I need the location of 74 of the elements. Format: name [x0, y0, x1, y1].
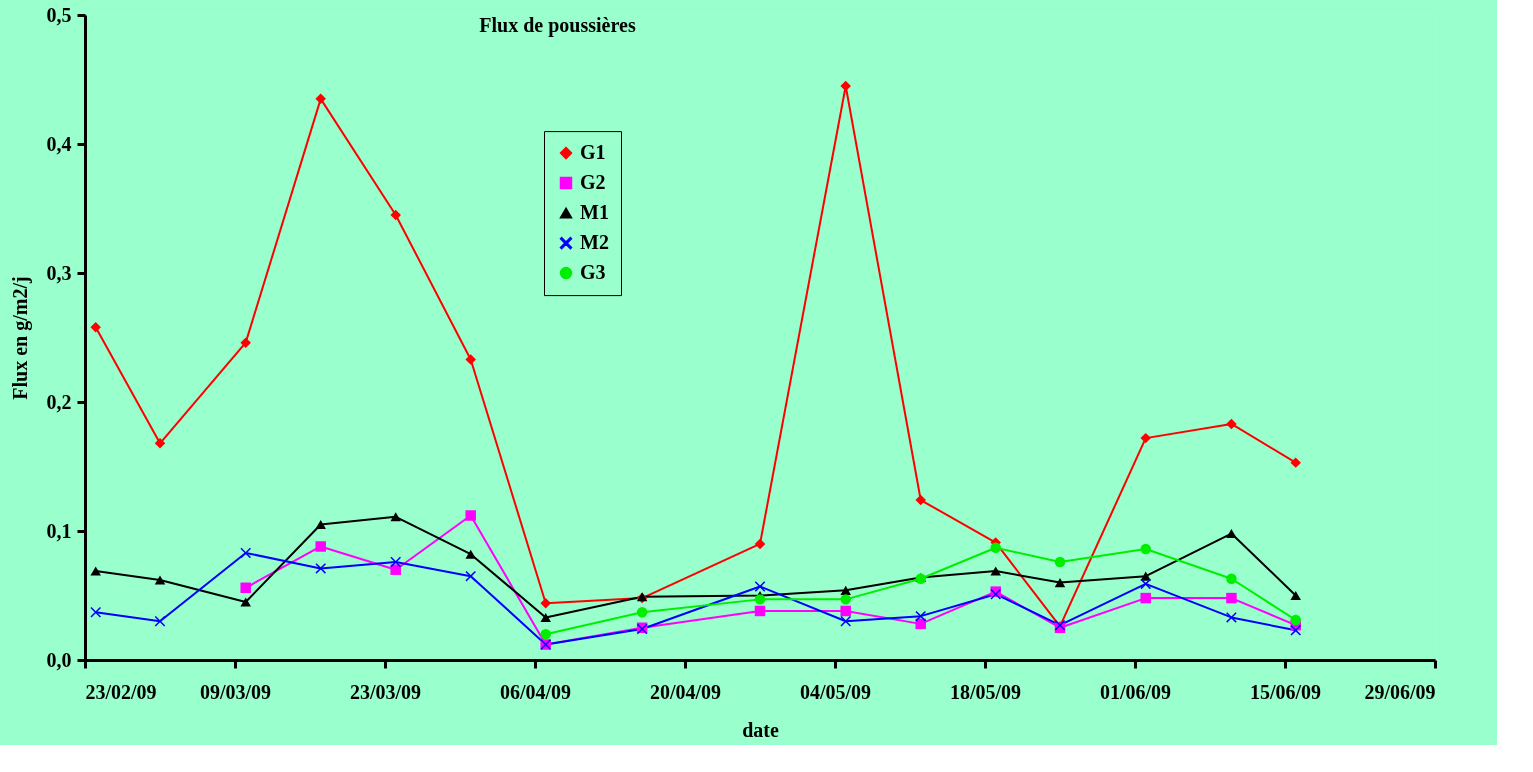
- point: [240, 337, 251, 348]
- point: [390, 556, 401, 568]
- point: [540, 612, 551, 622]
- point: [154, 616, 166, 627]
- point: [315, 563, 326, 574]
- point: [465, 510, 476, 521]
- point: [154, 575, 166, 585]
- point: [1054, 578, 1066, 588]
- point: [1226, 612, 1237, 623]
- point: [1054, 556, 1066, 568]
- x-tick-label: 23/02/09: [85, 680, 157, 703]
- x-tick-label: 18/05/09: [949, 680, 1022, 703]
- point: [315, 541, 326, 552]
- point: [915, 610, 926, 622]
- point: [540, 598, 551, 609]
- point: [1226, 529, 1237, 539]
- point: [315, 520, 326, 530]
- y-tick-label: 0,3: [46, 261, 72, 284]
- y-tick-label: 0,1: [46, 519, 72, 542]
- point: [990, 542, 1001, 553]
- point: [915, 618, 926, 630]
- point: [1290, 457, 1301, 468]
- point: [1290, 614, 1301, 626]
- point: [1226, 573, 1237, 584]
- y-tick-label: 0,0: [46, 648, 72, 671]
- point: [840, 594, 851, 605]
- point: [1140, 543, 1151, 555]
- legend-label: G2: [580, 171, 606, 194]
- y-axis-title: Flux en g/m2/j: [8, 276, 32, 400]
- point: [636, 607, 648, 618]
- legend-label: M1: [580, 201, 609, 224]
- point: [754, 538, 766, 550]
- point: [465, 354, 476, 365]
- point: [754, 581, 766, 592]
- x-axis-title: date: [742, 718, 779, 741]
- x-tick-label: 06/04/09: [499, 680, 572, 703]
- point: [754, 594, 766, 605]
- legend-label: M2: [580, 231, 609, 254]
- point: [390, 564, 401, 575]
- point: [1226, 418, 1237, 430]
- point: [315, 93, 326, 105]
- point: [240, 547, 251, 559]
- y-tick-label: 0,5: [46, 3, 72, 26]
- point: [154, 438, 166, 449]
- x-tick-label: 01/06/09: [1099, 680, 1172, 703]
- legend-label: G3: [580, 261, 606, 284]
- legend-label: G1: [580, 141, 606, 164]
- point: [1140, 578, 1151, 590]
- point: [840, 585, 851, 595]
- point: [390, 512, 401, 522]
- point: [840, 605, 851, 617]
- x-tick-label: 29/06/09: [1364, 680, 1436, 703]
- point: [1290, 625, 1301, 636]
- point: [1290, 590, 1301, 601]
- y-tick-label: 0,2: [46, 390, 72, 413]
- x-tick-label: 23/03/09: [349, 680, 422, 703]
- point: [240, 582, 251, 593]
- point: [390, 209, 401, 221]
- point: [754, 605, 766, 617]
- y-tick-label: 0,4: [46, 132, 72, 155]
- x-tick-label: 04/05/09: [799, 680, 872, 703]
- point: [990, 566, 1001, 576]
- point: [915, 494, 926, 506]
- point: [465, 549, 476, 559]
- point: [1140, 432, 1151, 444]
- point: [1140, 592, 1151, 604]
- chart-title: Flux de poussières: [479, 14, 636, 37]
- point: [465, 570, 476, 582]
- x-tick-label: 15/06/09: [1249, 680, 1322, 703]
- point: [1226, 592, 1237, 604]
- x-tick-label: 20/04/09: [649, 680, 722, 703]
- point: [540, 628, 551, 640]
- x-tick-label: 09/03/09: [199, 680, 272, 703]
- point: [840, 616, 851, 627]
